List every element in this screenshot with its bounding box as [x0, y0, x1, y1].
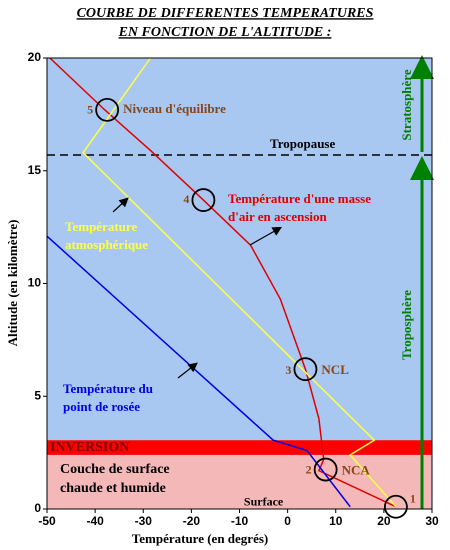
x-tick-label: 30	[425, 514, 439, 528]
point-number: 5	[87, 103, 93, 117]
pointer-arrow	[177, 362, 198, 379]
series-line	[46, 235, 351, 508]
point-circle	[384, 494, 408, 519]
point-circle	[293, 357, 318, 382]
x-tick-label: 0	[284, 514, 291, 528]
zone-label: chaude et humide	[60, 481, 166, 496]
x-axis-label: Température (en degrés)	[132, 531, 268, 546]
y-tick-label: 10	[28, 276, 42, 290]
layer-label: Troposphère	[399, 290, 414, 360]
zone	[47, 440, 432, 455]
x-tick-label: 20	[377, 514, 391, 528]
x-tick-label: -40	[86, 514, 104, 528]
point-label: Surface	[244, 494, 284, 508]
point-circle	[95, 97, 120, 122]
point-number: 2	[306, 462, 312, 476]
series-label: Température d'une masse	[228, 191, 371, 206]
y-tick-label: 15	[28, 163, 42, 177]
point-circle	[191, 188, 216, 212]
pointer-arrow	[249, 226, 283, 246]
zone	[47, 454, 432, 509]
y-tick-label: 0	[34, 501, 41, 515]
point-number: 1	[410, 491, 416, 505]
layer-label: Stratosphère	[399, 69, 414, 140]
point-circle	[313, 457, 338, 482]
x-tick-label: 10	[329, 514, 343, 528]
tropopause-label: Tropopause	[270, 136, 335, 151]
point-number: 4	[183, 192, 189, 206]
point-label: NCA	[342, 463, 371, 478]
point-label: Niveau d'équilibre	[123, 101, 226, 116]
y-tick-label: 5	[34, 388, 41, 402]
x-tick-label: -10	[231, 514, 249, 528]
x-tick-label: -30	[135, 514, 153, 528]
zone-label: INVERSION	[50, 440, 129, 455]
series-label: d'air en ascension	[228, 209, 327, 224]
series-label: atmosphérique	[65, 237, 148, 252]
series-line	[49, 57, 397, 508]
chart-title: COURBE DE DIFFERENTES TEMPERATURES	[77, 6, 374, 21]
series-label: Température	[65, 219, 137, 234]
series-label: point de rosée	[63, 399, 140, 414]
y-tick-label: 20	[28, 50, 42, 64]
x-tick-label: -50	[38, 514, 56, 528]
chart-title: EN FONCTION DE L'ALTITUDE :	[118, 25, 332, 40]
x-tick-label: -20	[183, 514, 201, 528]
point-label: NCL	[321, 362, 349, 377]
zone-label: Couche de surface	[60, 462, 170, 477]
pointer-arrow	[112, 197, 129, 213]
series-label: Température du	[63, 381, 153, 396]
point-number: 3	[285, 363, 291, 377]
y-axis-label: Altitude (en kilomètre)	[5, 220, 20, 347]
